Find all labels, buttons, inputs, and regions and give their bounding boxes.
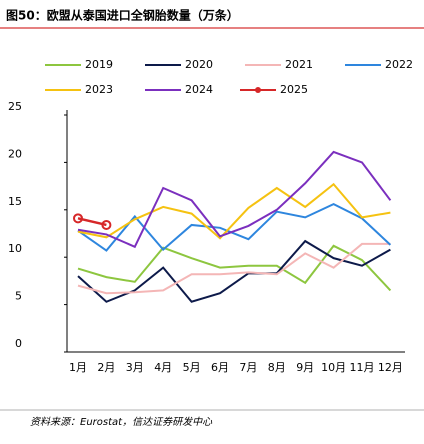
y-tick-label: 0 [15,337,22,350]
legend-label: 2025 [280,83,308,96]
y-tick-label: 10 [8,242,22,255]
x-tick-label: 3月 [126,361,144,374]
legend-label: 2022 [385,58,413,71]
y-tick-label: 15 [8,195,22,208]
legend-label: 2019 [85,58,113,71]
x-tick-label: 6月 [211,361,229,374]
x-tick-label: 12月 [378,361,403,374]
x-tick-label: 10月 [321,361,346,374]
series-line [77,150,392,249]
series-marker [73,213,83,224]
source: 资料来源：Eurostat，信达证券研发中心 [30,416,213,428]
legend-label: 2023 [85,83,113,96]
x-tick-label: 8月 [268,361,286,374]
x-tick-label: 11月 [350,361,375,374]
x-tick-label: 2月 [97,361,115,374]
y-tick-label: 5 [15,290,22,303]
x-tick-label: 1月 [69,361,87,374]
series-line [77,182,391,240]
legend-label: 2020 [185,58,213,71]
series-line [77,242,391,295]
legend-label: 2021 [285,58,313,71]
legend-marker [255,87,261,93]
chart-title: 图50：欧盟从泰国进口全钢胎数量（万条） [6,8,239,23]
y-tick-label: 20 [8,147,22,160]
legend-label: 2024 [185,83,213,96]
x-tick-label: 9月 [296,361,314,374]
x-tick-label: 7月 [239,361,257,374]
series-line [77,203,392,252]
y-tick-label: 25 [8,100,22,113]
series-marker [101,219,112,230]
series-line [77,244,392,292]
x-tick-label: 5月 [183,361,201,374]
x-tick-label: 4月 [154,361,172,374]
